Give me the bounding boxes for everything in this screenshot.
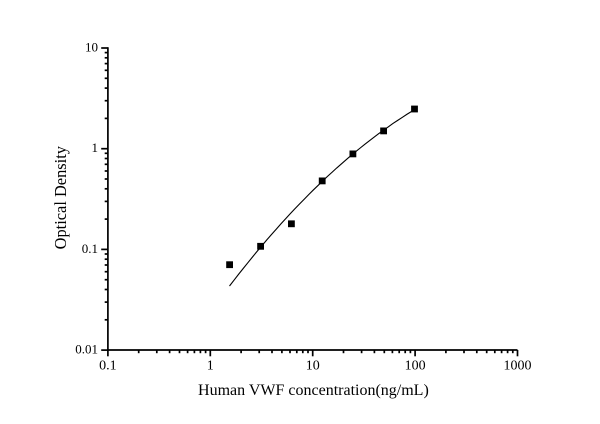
svg-text:1: 1	[92, 140, 99, 155]
svg-text:Human VWF concentration(ng/mL): Human VWF concentration(ng/mL)	[198, 382, 429, 399]
svg-text:10: 10	[306, 359, 320, 374]
svg-text:Optical Density: Optical Density	[51, 145, 70, 249]
svg-text:0.1: 0.1	[99, 359, 117, 374]
svg-text:0.01: 0.01	[75, 342, 98, 357]
svg-text:0.1: 0.1	[82, 241, 98, 256]
svg-text:100: 100	[405, 359, 426, 374]
svg-text:1000: 1000	[504, 359, 532, 374]
svg-text:10: 10	[85, 40, 98, 55]
svg-text:1: 1	[207, 359, 214, 374]
